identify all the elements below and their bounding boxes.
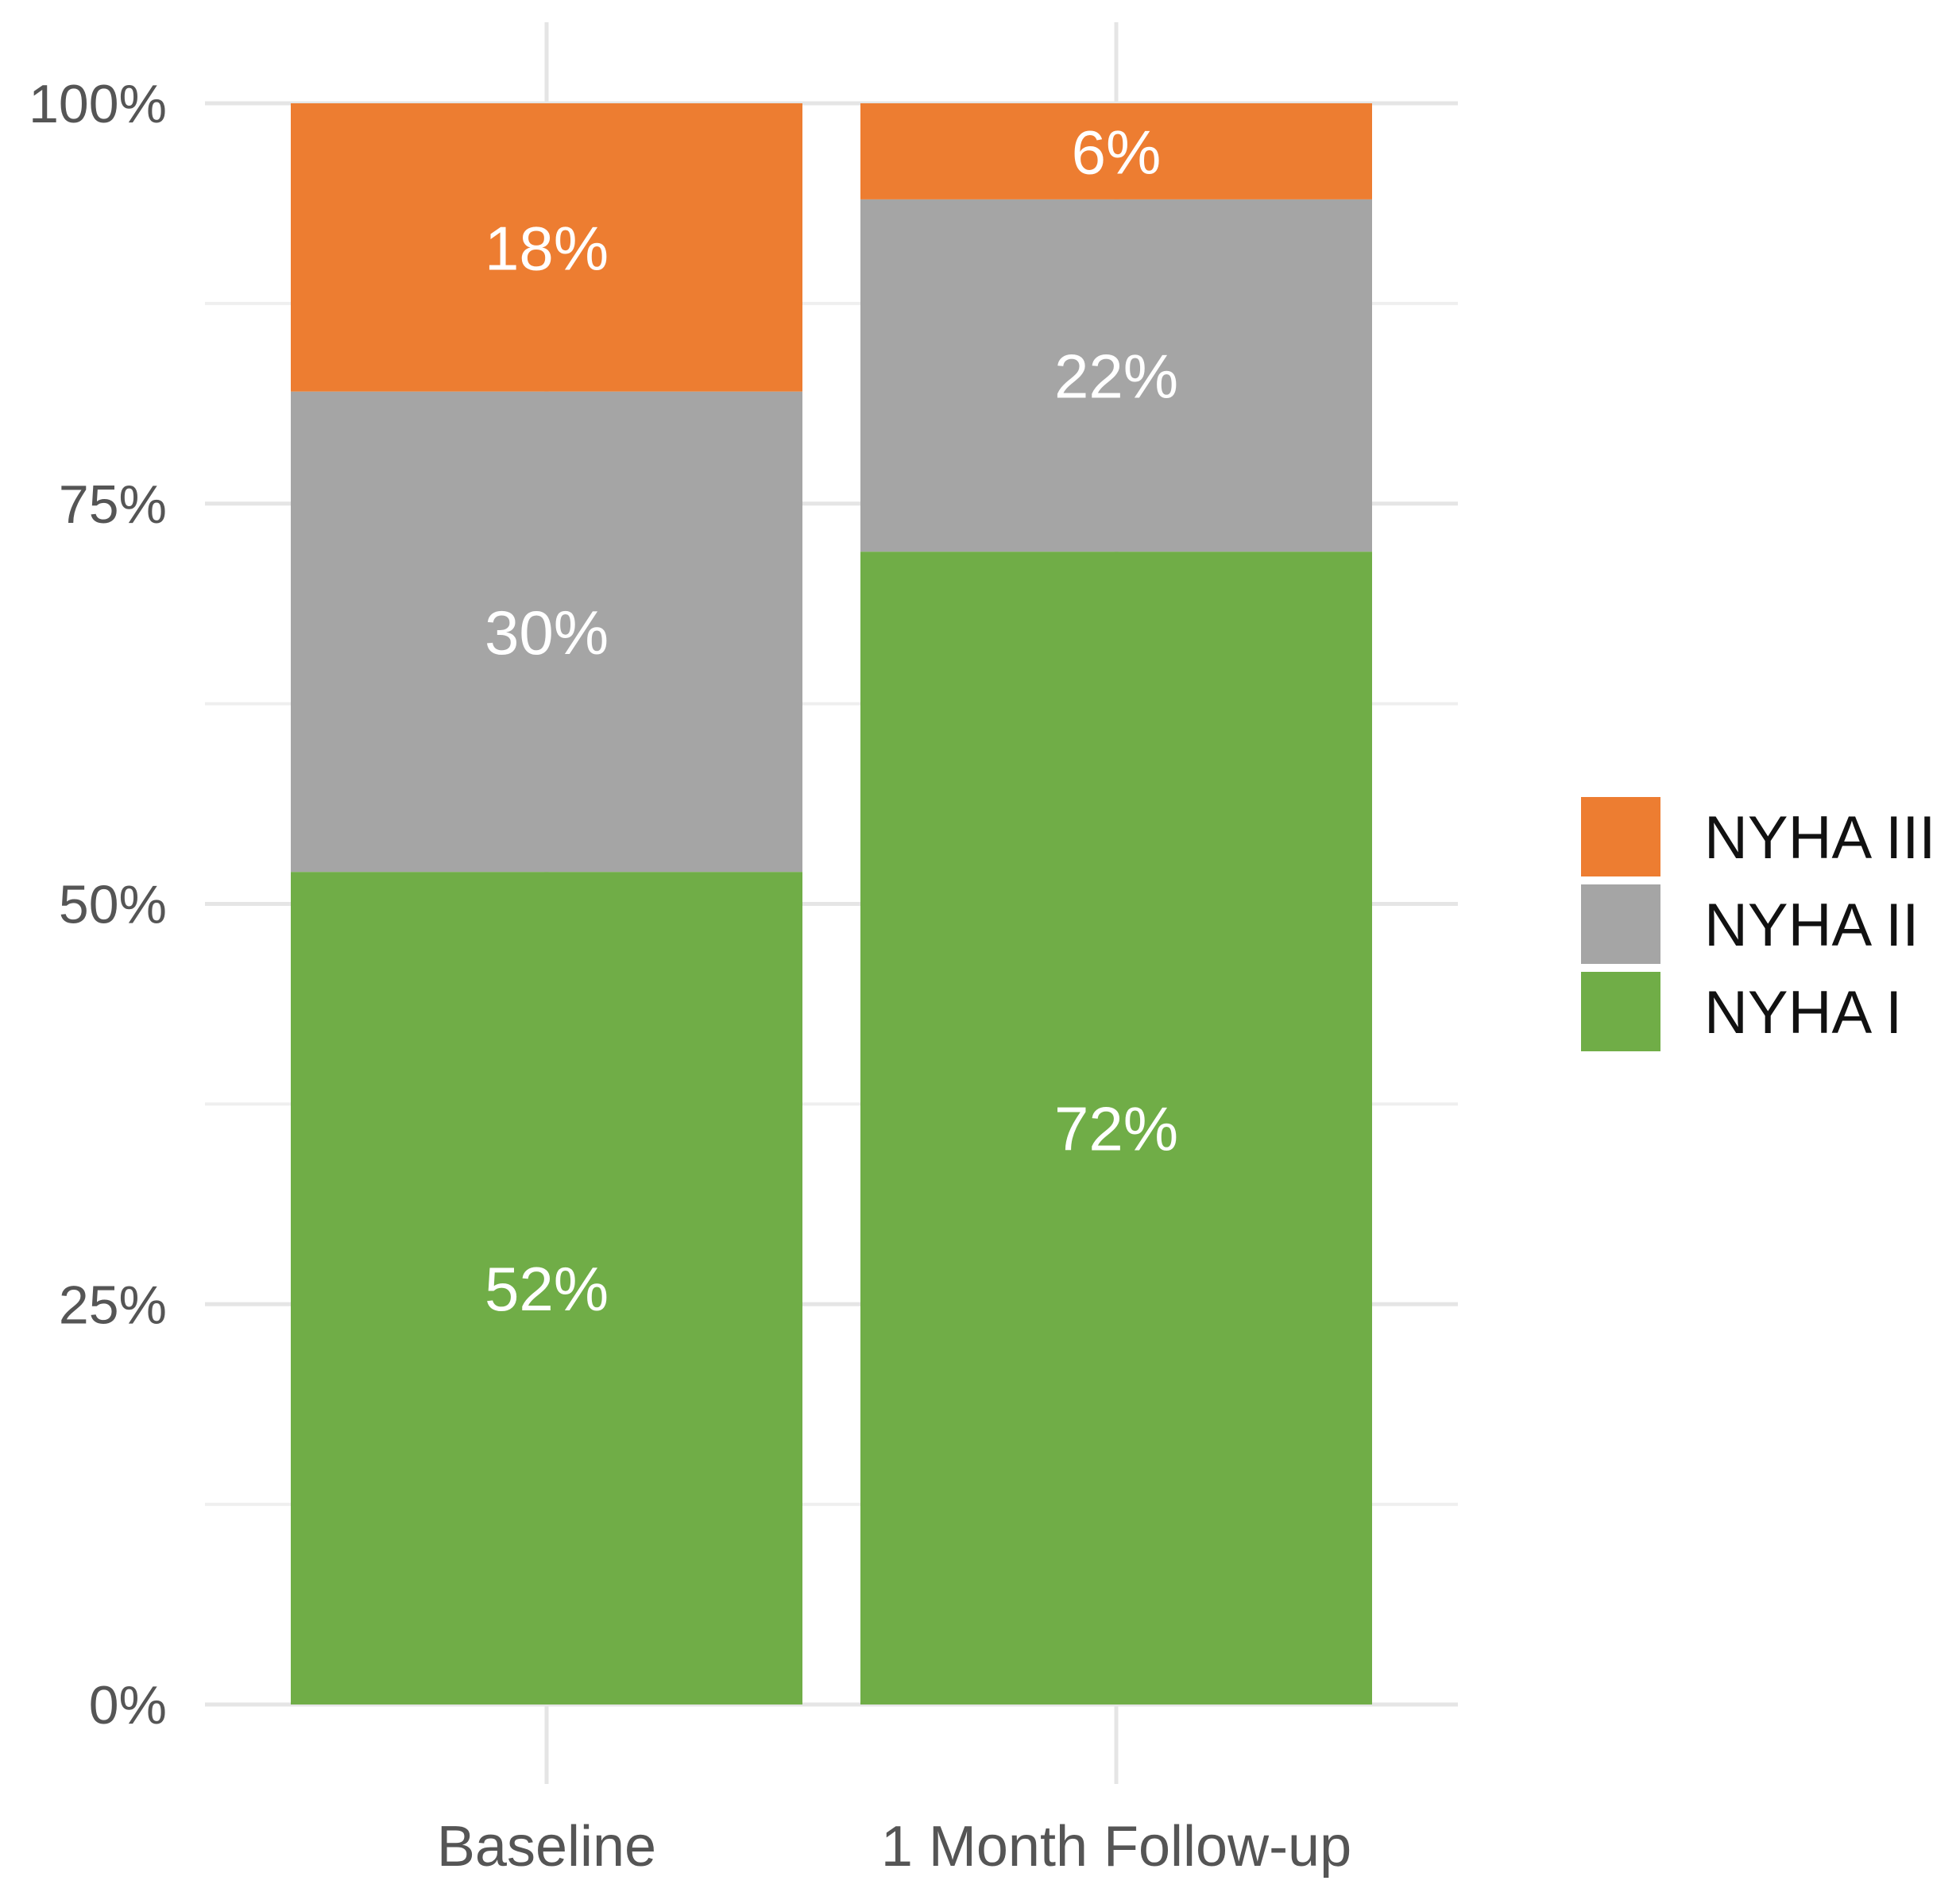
y-tick-label: 25% [59,1275,167,1335]
x-tick-label: 1 Month Follow-up [881,1815,1351,1879]
data-label: 30% [485,598,609,667]
legend-label: NYHA I [1704,979,1902,1047]
data-label: 22% [1054,342,1178,412]
y-tick-label: 50% [59,875,167,935]
legend-key [1581,884,1660,964]
y-tick-label: 75% [59,474,167,535]
x-axis: Baseline 1 Month Follow-up [437,1815,1351,1879]
legend-label: NYHA III [1704,804,1935,872]
bar-segment [291,103,802,392]
y-axis: 0% 25% 50% 75% 100% [29,74,167,1735]
data-label: 18% [485,213,609,283]
bar-segment [860,199,1372,552]
legend-key [1581,797,1660,876]
legend: NYHA III NYHA II NYHA I [1581,797,1935,1051]
bar-segment [860,551,1372,1705]
bar-segment [860,103,1372,199]
legend-label: NYHA II [1704,892,1919,959]
x-tick-label: Baseline [437,1815,656,1879]
legend-key [1581,972,1660,1051]
bar-segment [291,391,802,873]
bar-segment [291,872,802,1704]
bars: 52% 30% 18% 72% 22% 6% [291,103,1372,1705]
data-label: 6% [1072,117,1162,187]
y-tick-label: 100% [29,74,167,134]
data-label: 52% [485,1254,609,1324]
y-tick-label: 0% [89,1675,167,1735]
data-label: 72% [1054,1094,1178,1164]
